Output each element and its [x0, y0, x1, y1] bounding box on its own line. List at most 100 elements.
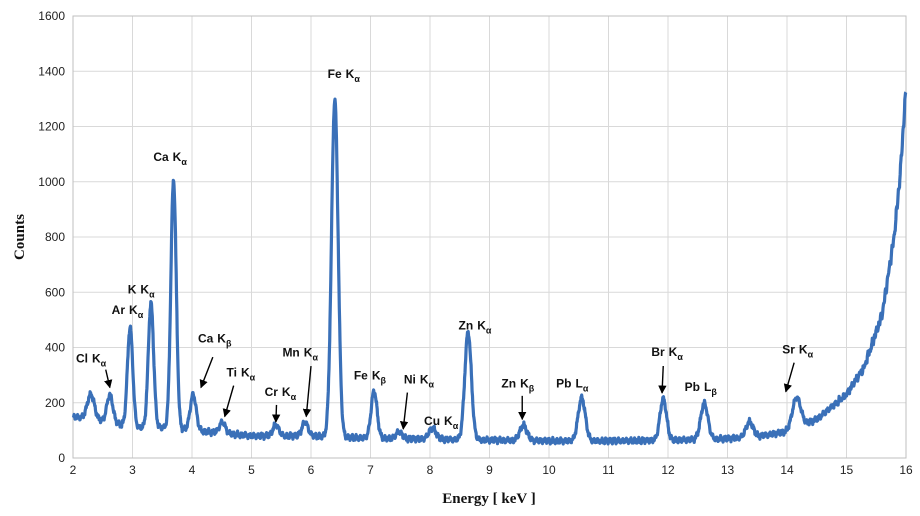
peak-subscript: α	[291, 392, 297, 402]
x-tick-label: 15	[840, 463, 854, 477]
peak-line: K	[420, 372, 429, 386]
x-tick-label: 9	[486, 463, 493, 477]
peak-label-fe-k-beta: Fe Kβ	[354, 368, 387, 385]
peak-line: K	[241, 366, 250, 380]
peak-subscript: α	[250, 373, 256, 383]
peak-label-fe-k-alpha: Fe Kα	[328, 67, 361, 84]
x-tick-label: 14	[780, 463, 794, 477]
x-tick-label: 3	[129, 463, 136, 477]
peak-subscript: α	[181, 157, 187, 167]
peak-element: Ti	[227, 366, 237, 380]
peak-element: Sr	[782, 343, 795, 357]
y-tick-label: 1200	[38, 120, 65, 134]
peak-label-ar-k-alpha: Ar Kα	[112, 303, 144, 320]
peak-label-zn-k-alpha: Zn Kα	[459, 319, 492, 336]
peak-line: K	[444, 414, 453, 428]
peak-label-cl-k-alpha: Cl Kα	[76, 352, 113, 389]
plot-frame	[72, 15, 907, 459]
peak-element: Br	[651, 345, 665, 359]
peak-element: Pb	[685, 380, 700, 394]
y-tick-label: 1600	[38, 9, 65, 23]
peak-element: Cu	[424, 414, 440, 428]
x-tick-label: 7	[367, 463, 374, 477]
peak-subscript: α	[312, 352, 318, 362]
peak-label-ni-k-alpha: Ni Kα	[399, 372, 435, 430]
peak-line: K	[346, 67, 355, 81]
peak-subscript: α	[138, 310, 144, 320]
peak-element: Ca	[153, 150, 169, 164]
peak-element: Pb	[556, 377, 571, 391]
y-tick-label: 200	[45, 396, 65, 410]
y-tick-label: 400	[45, 341, 65, 355]
peak-element: Ni	[404, 372, 416, 386]
peak-element: Mn	[282, 345, 299, 359]
spectrum-series-line	[71, 91, 908, 446]
peak-label-pb-l-alpha: Pb Lα	[556, 377, 589, 394]
peak-subscript: β	[711, 387, 717, 397]
y-axis-label: Counts	[12, 214, 28, 260]
peak-subscript: α	[354, 74, 360, 84]
peak-label-br-k-alpha: Br Kα	[651, 345, 683, 394]
peak-arrow	[399, 392, 409, 430]
peak-line: K	[799, 343, 808, 357]
peak-label-sr-k-alpha: Sr Kα	[782, 343, 814, 393]
x-tick-label: 13	[721, 463, 735, 477]
peak-subscript: α	[149, 290, 155, 300]
peak-line: K	[282, 385, 291, 399]
peak-element: K	[128, 283, 137, 297]
peak-subscript: α	[808, 350, 814, 360]
peak-label-cu-k-alpha: Cu Kα	[424, 414, 459, 431]
peak-label-ca-k-alpha: Ca Kα	[153, 150, 187, 167]
peak-line: K	[173, 150, 182, 164]
x-tick-label: 2	[70, 463, 77, 477]
peak-label-ca-k-beta: Ca Kβ	[198, 332, 232, 389]
peak-arrow	[783, 362, 795, 393]
peak-arrow	[271, 404, 281, 423]
peak-label-zn-k-beta: Zn Kβ	[501, 377, 535, 421]
peak-element: Fe	[328, 67, 342, 81]
y-tick-label: 800	[45, 230, 65, 244]
peak-line: L	[704, 380, 711, 394]
y-tick-label: 1400	[38, 64, 65, 78]
peak-element: Fe	[354, 368, 368, 382]
y-tick-label: 1000	[38, 175, 65, 189]
peak-subscript: β	[381, 375, 387, 385]
peak-subscript: α	[486, 326, 492, 336]
peak-subscript: β	[529, 384, 535, 394]
peak-label-mn-k-alpha: Mn Kα	[282, 345, 318, 418]
peak-element: Ca	[198, 332, 214, 346]
peak-subscript: α	[453, 421, 459, 431]
peak-line: L	[575, 377, 582, 391]
peak-line: K	[129, 303, 138, 317]
peak-subscript: α	[583, 384, 589, 394]
peak-element: Ar	[112, 303, 126, 317]
peak-line: K	[520, 377, 529, 391]
x-axis-ticks: 2 3 4 5 6 7 8 9 10 11 12 13 14 15 16	[70, 463, 913, 477]
peak-element: Cr	[265, 385, 279, 399]
x-tick-label: 10	[542, 463, 556, 477]
peak-subscript: α	[677, 352, 683, 362]
x-tick-label: 4	[189, 463, 196, 477]
peak-arrow	[222, 385, 235, 418]
peak-line: K	[304, 345, 313, 359]
y-tick-label: 0	[58, 451, 65, 465]
peak-label-k-k-alpha: K Kα	[128, 283, 155, 300]
peak-label-ti-k-alpha: Ti Kα	[222, 366, 256, 418]
x-tick-label: 11	[602, 463, 615, 477]
x-tick-label: 16	[899, 463, 913, 477]
peak-arrow	[658, 365, 667, 394]
